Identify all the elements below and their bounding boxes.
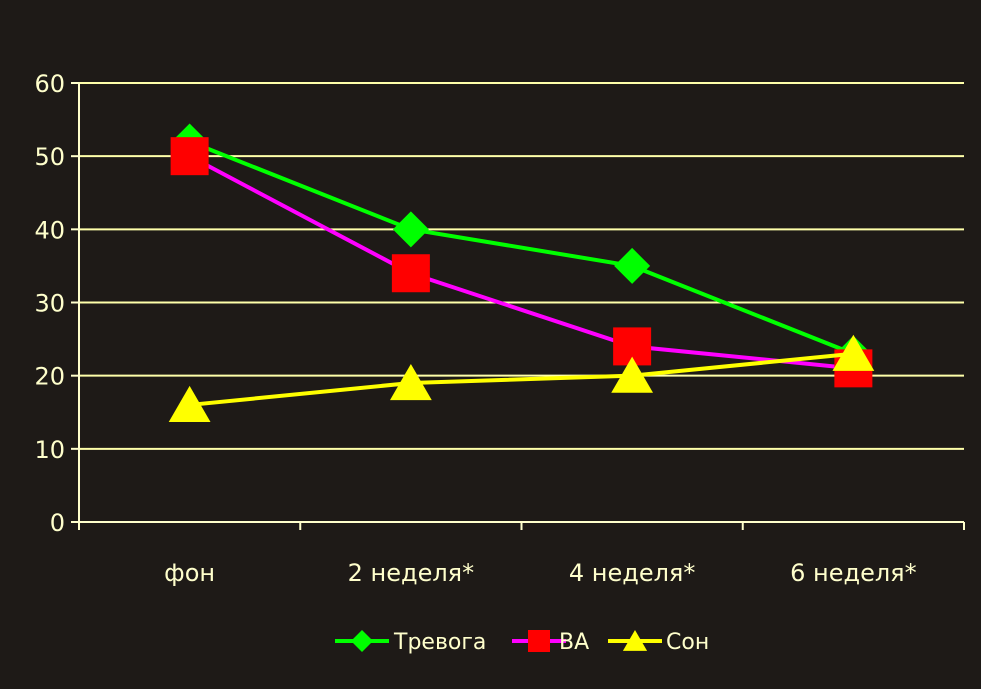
axes [71, 82, 965, 530]
series-2-point-3 [832, 334, 875, 371]
y-tick-labels: 0 10 20 30 40 50 60 [34, 70, 65, 537]
legend-label-2: Сон [666, 630, 709, 655]
series-0 [171, 123, 872, 372]
series-line-1 [188, 154, 854, 371]
series-2 [168, 334, 875, 423]
y-tick-label-60: 60 [34, 70, 65, 98]
legend-label-1: ВА [559, 630, 589, 655]
series-1-point-1 [391, 254, 430, 293]
legend-swatch-marker-0 [351, 630, 373, 652]
series-line-2 [189, 351, 854, 407]
x-tick-label-1: 2 неделя* [348, 559, 475, 587]
series-1-point-0 [170, 137, 209, 176]
series-0-point-2 [614, 247, 651, 284]
legend-label-0: Тревога [393, 630, 486, 655]
y-tick-label-50: 50 [34, 143, 65, 171]
legend-swatch-marker-2 [622, 630, 648, 651]
y-tick-label-10: 10 [34, 436, 65, 464]
legend: Тревога ВА Сон [335, 630, 709, 655]
x-tick-label-2: 4 неделя* [569, 559, 696, 587]
y-tick-label-30: 30 [34, 290, 65, 318]
series-line-0 [188, 139, 855, 356]
series-group [168, 123, 875, 423]
x-tick-labels: фон 2 неделя* 4 неделя* 6 неделя* [164, 559, 916, 587]
y-tick-label-40: 40 [34, 216, 65, 244]
legend-item-1: ВА [512, 630, 589, 655]
legend-swatch-marker-1 [528, 630, 550, 652]
series-2-point-2 [611, 356, 654, 393]
y-tick-label-20: 20 [34, 363, 65, 391]
series-0-point-1 [392, 211, 429, 248]
legend-item-0: Тревога [335, 630, 486, 655]
y-tick-label-0: 0 [50, 509, 65, 537]
series-2-point-1 [389, 363, 432, 401]
x-tick-label-0: фон [164, 559, 215, 587]
legend-item-2: Сон [608, 630, 709, 655]
x-tick-label-3: 6 неделя* [790, 559, 917, 587]
series-2-point-0 [168, 385, 211, 423]
grid-lines [79, 82, 964, 450]
